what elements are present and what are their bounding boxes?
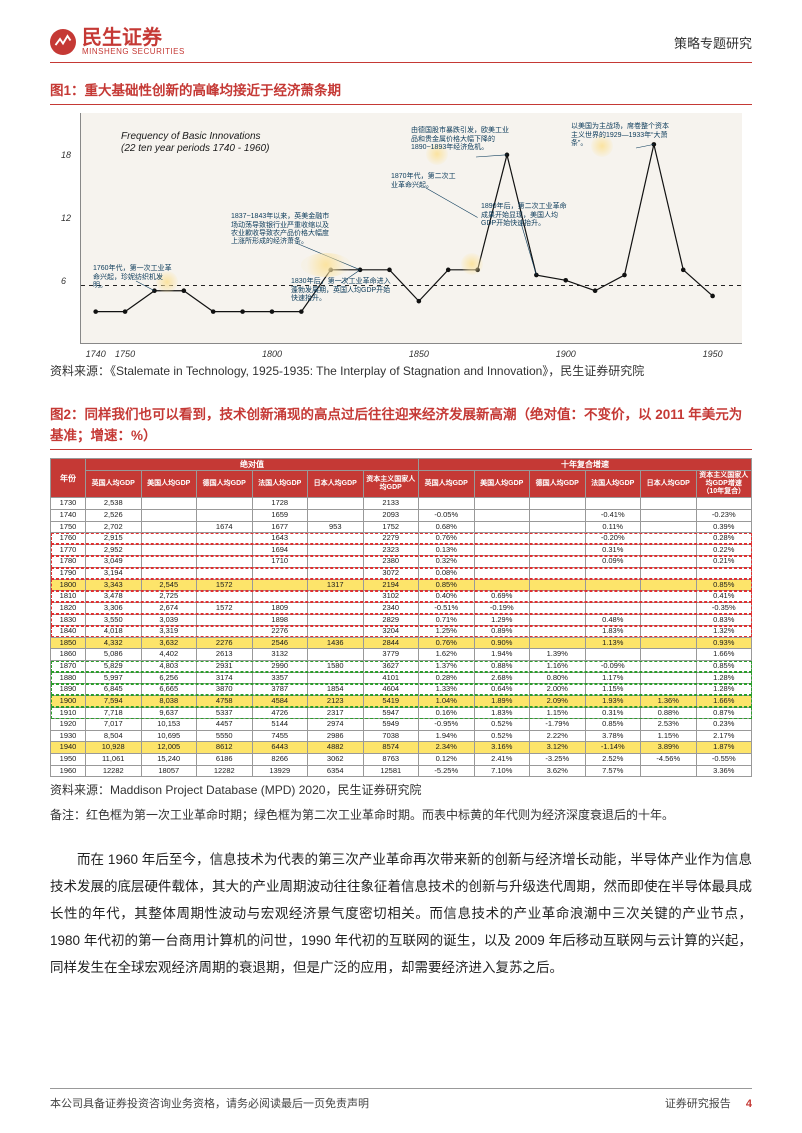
logo-icon [50, 29, 76, 55]
table-row: 17502,7021674167795317520.68%0.11%0.39% [51, 521, 752, 533]
table-row: 18805,9976,2563174335741010.28%2.68%0.80… [51, 672, 752, 684]
table-row: 195011,06115,24061868266306287630.12%2.4… [51, 754, 752, 766]
annotation: 由德国股市暴跌引发，欧美工业品和贵金属价格大幅下降的1890~1893年经济危机… [411, 127, 511, 152]
annotation: 1760年代，第一次工业革命兴起，珍妮纺织机发明。 [93, 265, 173, 290]
fig1-chart: Frequency of Basic Innovations (22 ten y… [80, 113, 742, 344]
table-row: 19007,5948,03847584584212354191.04%1.89%… [51, 695, 752, 707]
table-row: 18504,3323,63222762546143628440.76%0.90%… [51, 637, 752, 649]
page-number: 4 [746, 1098, 752, 1110]
table-row: 19107,7189,63753374726231759470.16%1.83%… [51, 707, 752, 719]
logo: 民生证券 MINSHENG SECURITIES [50, 28, 185, 56]
table-row: 17602,915164322790.76%-0.20%0.28% [51, 533, 752, 545]
table-row: 17302,53817282133 [51, 498, 752, 510]
table-row: 18303,5503,039189828290.71%1.29%0.48%0.8… [51, 614, 752, 626]
page: 民生证券 MINSHENG SECURITIES 策略专题研究 图1：重大基础性… [0, 0, 802, 1133]
table-row: 19308,50410,69555507455298670381.94%0.52… [51, 730, 752, 742]
x-tick: 1900 [556, 349, 576, 359]
x-tick: 1740 [86, 349, 106, 359]
table-row: 18203,3062,674157218092340-0.51%-0.19%-0… [51, 602, 752, 614]
footer-right-text: 证券研究报告 [665, 1098, 731, 1110]
footer-left: 本公司具备证券投资咨询业务资格，请务必阅读最后一页免责声明 [50, 1095, 369, 1111]
fig2-table: 年份绝对值十年复合增速英国人均GDP美国人均GDP德国人均GDP法国人均GDP日… [50, 458, 752, 777]
annotation: 1890年后，第二次工业革命成果开始显现，美国人均GDP开始快速抬升。 [481, 203, 571, 228]
table-row: 18906,8456,66538703787185446041.33%0.64%… [51, 684, 752, 696]
fig1-title: 图1：重大基础性创新的高峰均接近于经济萧条期 [50, 81, 752, 105]
annotation: 以美国为主战场，席卷整个资本主义世界的1929—1933年“大萧条”。 [571, 123, 671, 148]
footer: 本公司具备证券投资咨询业务资格，请务必阅读最后一页免责声明 证券研究报告 4 [50, 1088, 752, 1111]
x-tick: 1850 [409, 349, 429, 359]
table-row: 17903,19430720.08% [51, 568, 752, 580]
fig2-table-wrap: 年份绝对值十年复合增速英国人均GDP美国人均GDP德国人均GDP法国人均GDP日… [50, 458, 752, 777]
y-tick: 18 [61, 150, 71, 160]
x-tick: 1800 [262, 349, 282, 359]
table-row: 17803,049171023800.32%0.09%0.21% [51, 556, 752, 568]
fig2-source: 资料来源：Maddison Project Database (MPD) 202… [50, 781, 752, 800]
x-tick: 1950 [703, 349, 723, 359]
y-tick: 6 [61, 276, 66, 286]
annotation: 1870年代，第二次工业革命兴起。 [391, 173, 461, 190]
table-row: 18705,8294,80329312990158036271.37%0.88%… [51, 661, 752, 673]
fig1-source: 资料来源：《Stalemate in Technology, 1925-1935… [50, 362, 752, 381]
table-row: 18605,0864,4022613313237791.62%1.94%1.39… [51, 649, 752, 661]
annotation: 1837~1843年以来，英美金融市场动荡导致银行业严重收缩以及农业歉收导致农产… [231, 213, 331, 247]
table-row: 18404,0183,319227632041.25%0.89%1.83%1.3… [51, 626, 752, 638]
brand-en: MINSHENG SECURITIES [82, 48, 185, 56]
annotation: 1830年后，第一次工业革命进入蓬勃发展期，英国人均GDP开始快速抬升。 [291, 278, 391, 303]
brand-cn: 民生证券 [82, 28, 185, 48]
x-tick: 1750 [115, 349, 135, 359]
table-row: 18003,3432,5451572131721940.85%0.85% [51, 579, 752, 591]
table-row: 19207,01710,1534457514429745949-0.95%0.5… [51, 719, 752, 731]
table-row: 194010,92812,00586126443488285742.34%3.1… [51, 742, 752, 754]
header-category: 策略专题研究 [674, 33, 752, 52]
header: 民生证券 MINSHENG SECURITIES 策略专题研究 [50, 28, 752, 63]
body-paragraph: 而在 1960 年后至今，信息技术为代表的第三次产业革命再次带来新的创新与经济增… [50, 846, 752, 981]
y-tick: 12 [61, 213, 71, 223]
fig2-title: 图2：同样我们也可以看到，技术创新涌现的高点过后往往迎来经济发展新高潮（绝对值：… [50, 405, 752, 450]
table-row: 17702,952169423230.13%0.31%0.22% [51, 544, 752, 556]
table-row: 18103,4782,72531020.40%0.69%0.41% [51, 591, 752, 603]
table-row: 17402,52616592093-0.05%-0.41%-0.23% [51, 509, 752, 521]
table-row: 196012282180571228213929635412581-5.25%7… [51, 765, 752, 777]
footer-right: 证券研究报告 4 [665, 1095, 752, 1111]
fig2-note: 备注：红色框为第一次工业革命时期；绿色框为第二次工业革命时期。而表中标黄的年代则… [50, 806, 752, 825]
